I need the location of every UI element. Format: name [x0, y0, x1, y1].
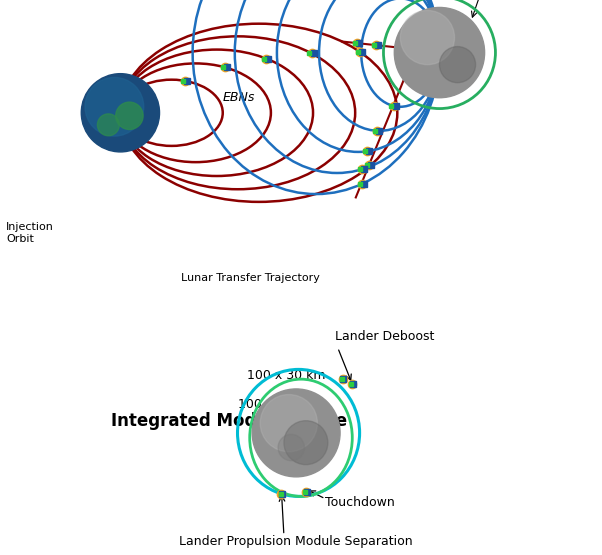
Circle shape: [260, 395, 317, 452]
Circle shape: [116, 102, 143, 129]
Text: Integrated Module Phase: Integrated Module Phase: [111, 412, 347, 430]
Text: Injection
Orbit: Injection Orbit: [6, 223, 54, 244]
Circle shape: [284, 421, 328, 465]
Circle shape: [98, 114, 119, 136]
Circle shape: [252, 389, 340, 477]
Text: Lunar Transfer Trajectory: Lunar Transfer Trajectory: [181, 274, 320, 284]
Circle shape: [394, 7, 485, 98]
Circle shape: [85, 78, 144, 136]
Circle shape: [400, 11, 455, 64]
Circle shape: [439, 47, 476, 83]
Circle shape: [81, 74, 160, 152]
Text: Lander Propulsion Module Separation: Lander Propulsion Module Separation: [179, 535, 413, 548]
Text: Touchdown: Touchdown: [326, 496, 395, 509]
Text: Lander Deboost: Lander Deboost: [335, 330, 435, 343]
Text: EBNs: EBNs: [223, 91, 255, 104]
Text: 100 x 100 km: 100 x 100 km: [238, 398, 324, 411]
Text: 100 x 30 km: 100 x 30 km: [247, 369, 326, 382]
Circle shape: [278, 435, 305, 461]
